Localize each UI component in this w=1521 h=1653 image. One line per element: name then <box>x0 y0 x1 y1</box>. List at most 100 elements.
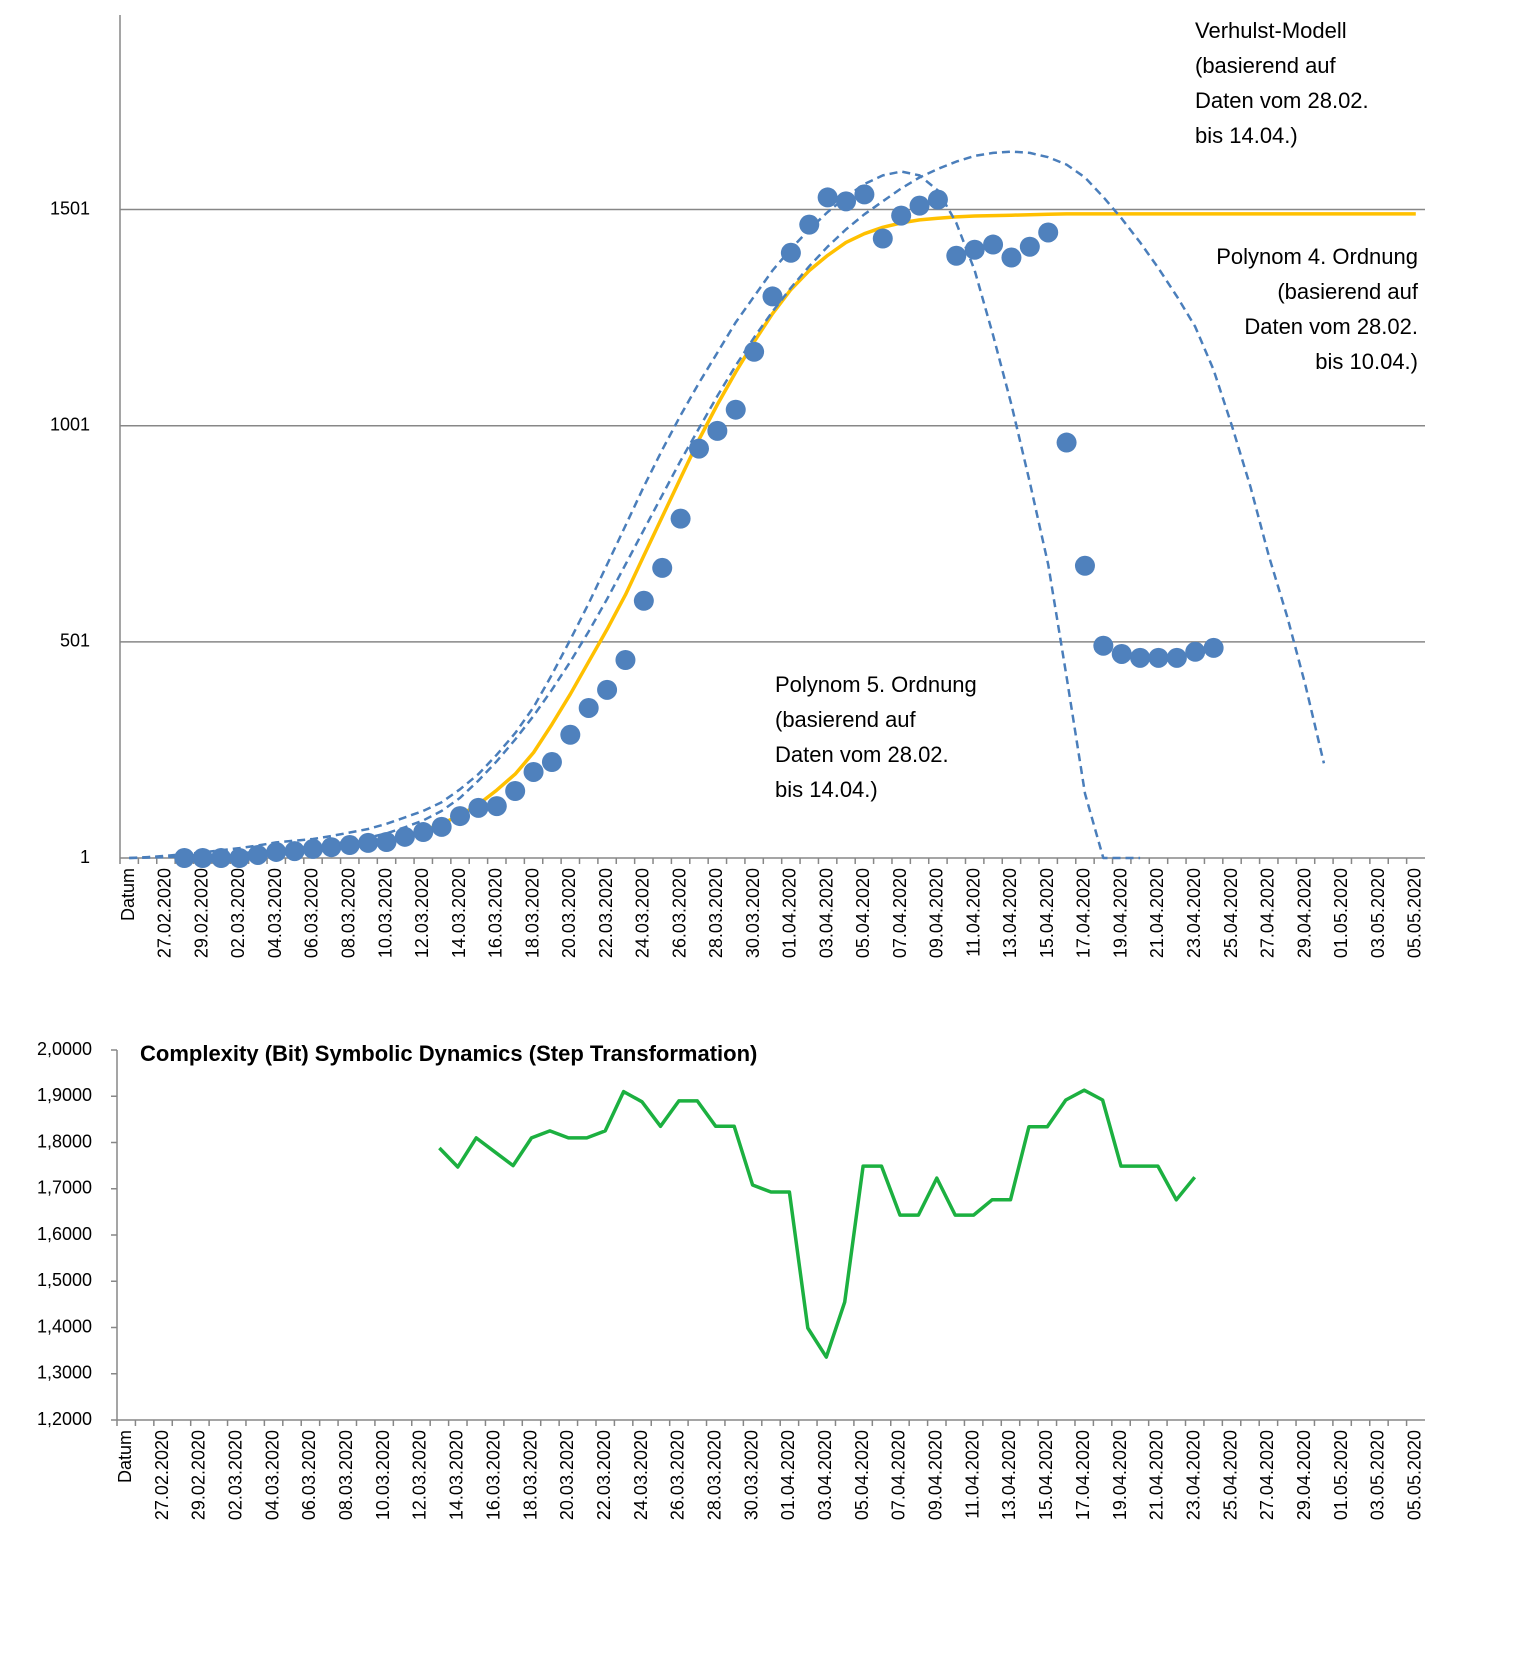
x-tick-label: 05.05.2020 <box>1405 1430 1425 1520</box>
x-tick-label: 24.03.2020 <box>633 868 653 958</box>
data-point <box>983 234 1004 255</box>
x-tick-label: 25.04.2020 <box>1221 868 1241 958</box>
x-tick-label: 26.03.2020 <box>669 868 689 958</box>
data-point <box>615 650 636 671</box>
y-tick-label: 1,4000 <box>37 1316 92 1336</box>
x-tick-label: 20.03.2020 <box>559 868 579 958</box>
y-tick-label: 1,8000 <box>37 1131 92 1151</box>
x-tick-label: 03.05.2020 <box>1368 868 1388 958</box>
x-tick-label: 24.03.2020 <box>631 1430 651 1520</box>
data-point <box>1019 236 1040 257</box>
x-tick-label: 06.03.2020 <box>302 868 322 958</box>
x-tick-label: 29.02.2020 <box>189 1430 209 1520</box>
trend-line <box>129 170 1141 860</box>
data-point <box>836 191 857 212</box>
x-tick-label: 16.03.2020 <box>486 868 506 958</box>
y-tick-label: 1,2000 <box>37 1409 92 1429</box>
x-tick-label: 01.05.2020 <box>1331 868 1351 958</box>
data-point <box>1148 647 1169 668</box>
data-point <box>229 848 250 868</box>
annotation: Daten vom 28.02. <box>1195 88 1369 113</box>
data-point <box>174 848 195 868</box>
data-point <box>670 508 691 529</box>
annotation: (basierend auf <box>775 707 917 732</box>
x-tick-label: 17.04.2020 <box>1073 1430 1093 1520</box>
x-tick-label: Datum <box>115 1430 135 1483</box>
x-tick-label: 27.02.2020 <box>152 1430 172 1520</box>
data-point <box>247 844 268 865</box>
annotation: Verhulst-Modell <box>1195 18 1347 43</box>
y-tick-label: 1001 <box>50 414 90 434</box>
data-point <box>505 780 526 801</box>
data-point <box>192 848 213 868</box>
data-point <box>358 832 379 853</box>
y-tick-label: 501 <box>60 631 90 651</box>
x-tick-label: 21.04.2020 <box>1147 868 1167 958</box>
data-point <box>321 837 342 858</box>
x-tick-label: 10.03.2020 <box>375 868 395 958</box>
x-tick-label: 08.03.2020 <box>336 1430 356 1520</box>
annotation: Daten vom 28.02. <box>775 742 949 767</box>
x-tick-label: 17.04.2020 <box>1074 868 1094 958</box>
x-tick-label: 23.04.2020 <box>1184 868 1204 958</box>
x-tick-label: 14.03.2020 <box>449 868 469 958</box>
data-point <box>1074 555 1095 576</box>
data-point <box>339 835 360 856</box>
data-point <box>394 826 415 847</box>
y-tick-label: 2,0000 <box>37 1039 92 1059</box>
data-point <box>1203 637 1224 658</box>
x-tick-label: 04.03.2020 <box>265 868 285 958</box>
x-tick-label: 28.03.2020 <box>704 1430 724 1520</box>
x-tick-label: 12.03.2020 <box>410 1430 430 1520</box>
data-point <box>780 242 801 263</box>
data-point <box>578 697 599 718</box>
data-point <box>652 557 673 578</box>
data-point <box>891 205 912 226</box>
x-tick-label: 06.03.2020 <box>299 1430 319 1520</box>
x-tick-label: 22.03.2020 <box>596 868 616 958</box>
data-point <box>1001 247 1022 268</box>
x-tick-label: 07.04.2020 <box>890 868 910 958</box>
x-tick-label: 29.04.2020 <box>1294 1430 1314 1520</box>
data-point <box>450 806 471 827</box>
data-point <box>284 841 305 862</box>
data-point <box>946 245 967 266</box>
x-tick-label: 28.03.2020 <box>706 868 726 958</box>
x-tick-label: 29.04.2020 <box>1294 868 1314 958</box>
annotation: (basierend auf <box>1277 279 1419 304</box>
x-tick-label: 08.03.2020 <box>339 868 359 958</box>
x-tick-label: 04.03.2020 <box>262 1430 282 1520</box>
data-point <box>1166 647 1187 668</box>
chart-title: Complexity (Bit) Symbolic Dynamics (Step… <box>140 1041 757 1066</box>
x-tick-label: 13.04.2020 <box>1000 868 1020 958</box>
x-tick-label: 15.04.2020 <box>1037 868 1057 958</box>
y-tick-label: 1,9000 <box>37 1085 92 1105</box>
x-tick-label: 11.04.2020 <box>963 868 983 957</box>
x-tick-label: 11.04.2020 <box>962 1430 982 1519</box>
annotation: (basierend auf <box>1195 53 1337 78</box>
data-point <box>266 841 287 862</box>
data-point <box>523 761 544 782</box>
x-tick-label: 05.04.2020 <box>852 1430 872 1520</box>
annotation: bis 14.04.) <box>1195 123 1298 148</box>
x-tick-label: 21.04.2020 <box>1147 1430 1167 1520</box>
x-tick-label: 13.04.2020 <box>999 1430 1019 1520</box>
data-point <box>964 239 985 260</box>
data-point <box>376 832 397 853</box>
data-point <box>1056 432 1077 453</box>
data-point <box>817 187 838 208</box>
x-tick-label: 10.03.2020 <box>373 1430 393 1520</box>
data-point <box>927 189 948 210</box>
data-point <box>762 286 783 307</box>
x-tick-label: 23.04.2020 <box>1183 1430 1203 1520</box>
data-point <box>541 752 562 773</box>
x-tick-label: 22.03.2020 <box>594 1430 614 1520</box>
x-tick-label: 15.04.2020 <box>1036 1430 1056 1520</box>
x-tick-label: 25.04.2020 <box>1220 1430 1240 1520</box>
data-point <box>431 816 452 837</box>
x-tick-label: 30.03.2020 <box>741 1430 761 1520</box>
x-tick-label: 03.04.2020 <box>816 868 836 958</box>
data-point <box>707 420 728 441</box>
data-point <box>909 195 930 216</box>
